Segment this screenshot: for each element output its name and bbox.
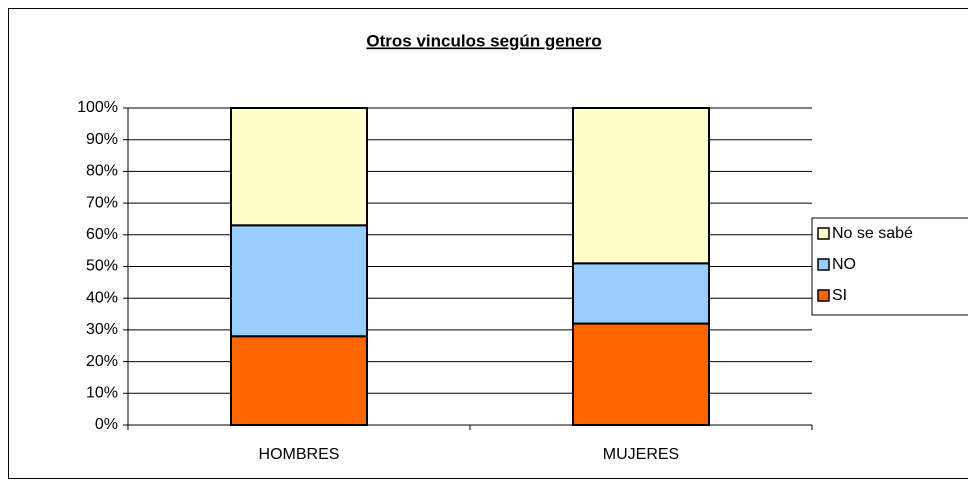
legend-swatch	[817, 227, 830, 240]
bar-segment	[230, 335, 368, 426]
bar-segment	[572, 262, 710, 325]
y-tick-label: 20%	[86, 353, 118, 370]
y-tick-label: 0%	[95, 416, 118, 433]
y-tick-label: 40%	[86, 289, 118, 306]
legend-label: No se sabé	[832, 225, 913, 242]
y-tick-label: 90%	[86, 131, 118, 148]
legend-swatch	[817, 289, 830, 302]
legend-label: SI	[832, 287, 847, 304]
x-tick-label: HOMBRES	[259, 446, 340, 463]
legend-label: NO	[832, 256, 856, 273]
bar-segment	[230, 107, 368, 227]
bar-segment	[572, 107, 710, 265]
chart-border	[8, 8, 968, 479]
x-tick-label: MUJERES	[603, 446, 679, 463]
y-tick-label: 50%	[86, 258, 118, 275]
y-tick-label: 100%	[77, 99, 118, 116]
y-tick-label: 10%	[86, 385, 118, 402]
legend-box	[811, 217, 968, 316]
chart-title: Otros vinculos según genero	[366, 31, 601, 50]
y-tick-label: 70%	[86, 194, 118, 211]
legend-swatch	[817, 258, 830, 271]
y-tick-label: 80%	[86, 163, 118, 180]
bar-segment	[572, 322, 710, 426]
y-tick-label: 30%	[86, 321, 118, 338]
bar-segment	[230, 224, 368, 338]
y-tick-label: 60%	[86, 226, 118, 243]
